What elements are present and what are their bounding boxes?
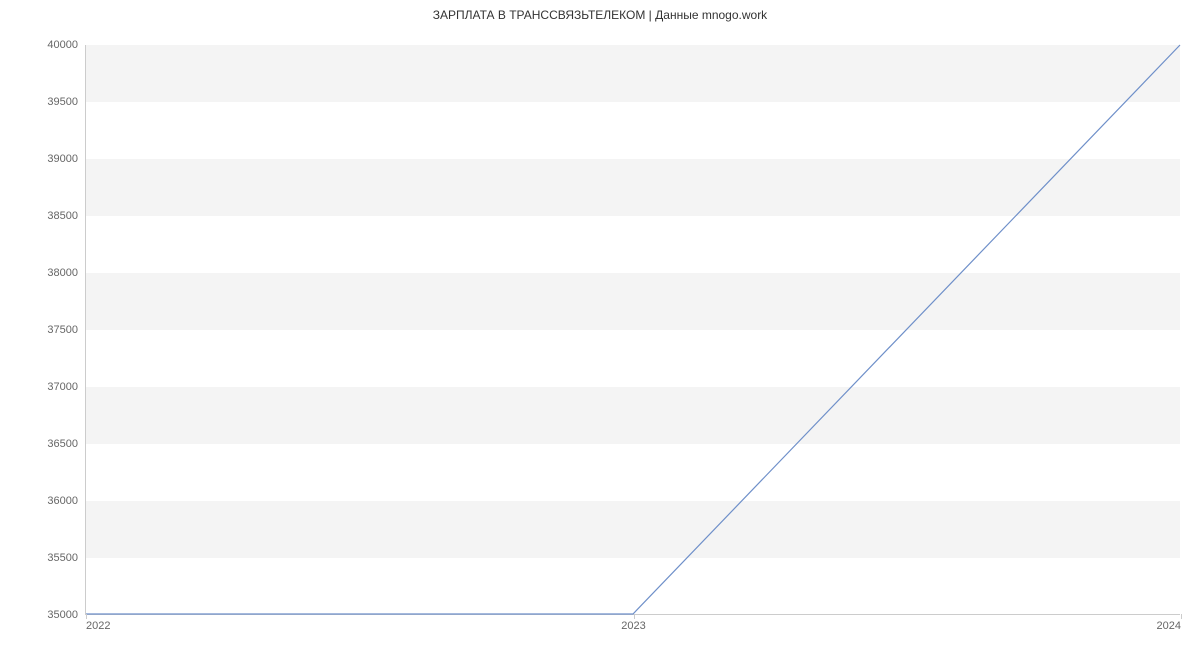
y-axis-tick-label: 37500 bbox=[47, 324, 78, 336]
y-axis-tick-label: 40000 bbox=[47, 39, 78, 51]
x-axis-tick-mark bbox=[634, 614, 635, 619]
x-axis-tick-label: 2022 bbox=[86, 620, 110, 632]
y-axis-tick-label: 36500 bbox=[47, 438, 78, 450]
line-series bbox=[86, 45, 1180, 614]
x-axis-tick-mark bbox=[1181, 614, 1182, 619]
y-axis-tick-label: 36000 bbox=[47, 495, 78, 507]
y-axis-tick-label: 38000 bbox=[47, 267, 78, 279]
y-axis-tick-label: 38500 bbox=[47, 210, 78, 222]
x-axis-tick-mark bbox=[86, 614, 87, 619]
y-axis-tick-label: 39000 bbox=[47, 153, 78, 165]
line-series-svg bbox=[86, 45, 1180, 614]
y-axis-tick-label: 35500 bbox=[47, 552, 78, 564]
y-axis-tick-label: 39500 bbox=[47, 96, 78, 108]
chart-title: ЗАРПЛАТА В ТРАНССВЯЗЬТЕЛЕКОМ | Данные mn… bbox=[0, 0, 1200, 22]
plot-area: 3500035500360003650037000375003800038500… bbox=[85, 45, 1180, 615]
x-axis-tick-label: 2023 bbox=[621, 620, 645, 632]
chart-container: 3500035500360003650037000375003800038500… bbox=[85, 45, 1180, 615]
x-axis-tick-label: 2024 bbox=[1157, 620, 1181, 632]
y-axis-tick-label: 37000 bbox=[47, 381, 78, 393]
y-axis-tick-label: 35000 bbox=[47, 609, 78, 621]
